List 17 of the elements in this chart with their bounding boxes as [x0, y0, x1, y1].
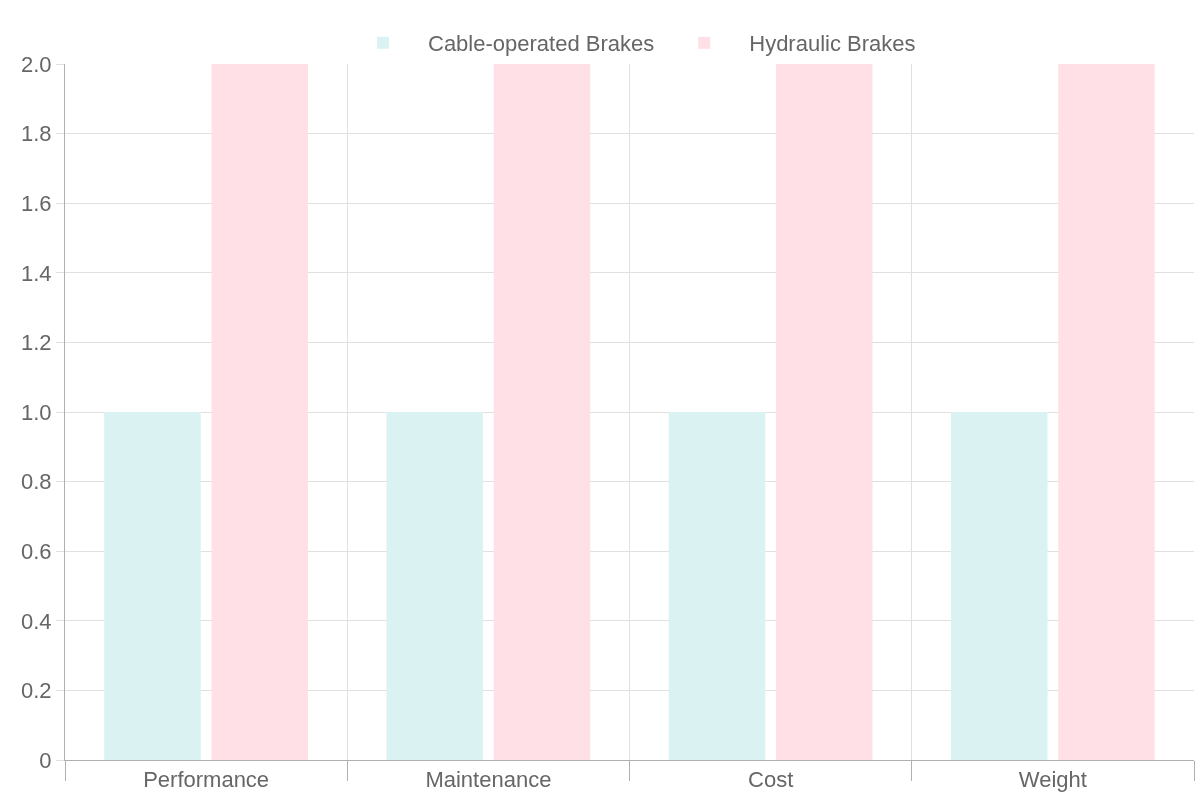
- y-tick-label: 1.6: [21, 190, 52, 216]
- x-tick-label: Maintenance: [425, 767, 552, 793]
- y-tick-label: 1.8: [21, 121, 52, 147]
- x-tick-label: Performance: [143, 767, 270, 793]
- y-tick-label: 1.4: [21, 260, 52, 286]
- y-tick-label: 0.6: [21, 538, 52, 564]
- legend-label: Cable-operated Brakes: [428, 31, 655, 57]
- x-tick-label: Cost: [748, 767, 794, 793]
- y-tick-label: 0.8: [21, 469, 52, 495]
- y-tick-label: 1.0: [21, 399, 52, 425]
- x-tick-label: Weight: [1018, 767, 1087, 793]
- y-tick-label: 1.2: [21, 330, 52, 356]
- y-tick-label: 0.2: [21, 678, 52, 704]
- y-tick-label: 2.0: [21, 51, 52, 77]
- y-tick-label: 0: [39, 747, 52, 773]
- legend-label: Hydraulic Brakes: [749, 31, 916, 57]
- y-tick-label: 0.4: [21, 608, 52, 634]
